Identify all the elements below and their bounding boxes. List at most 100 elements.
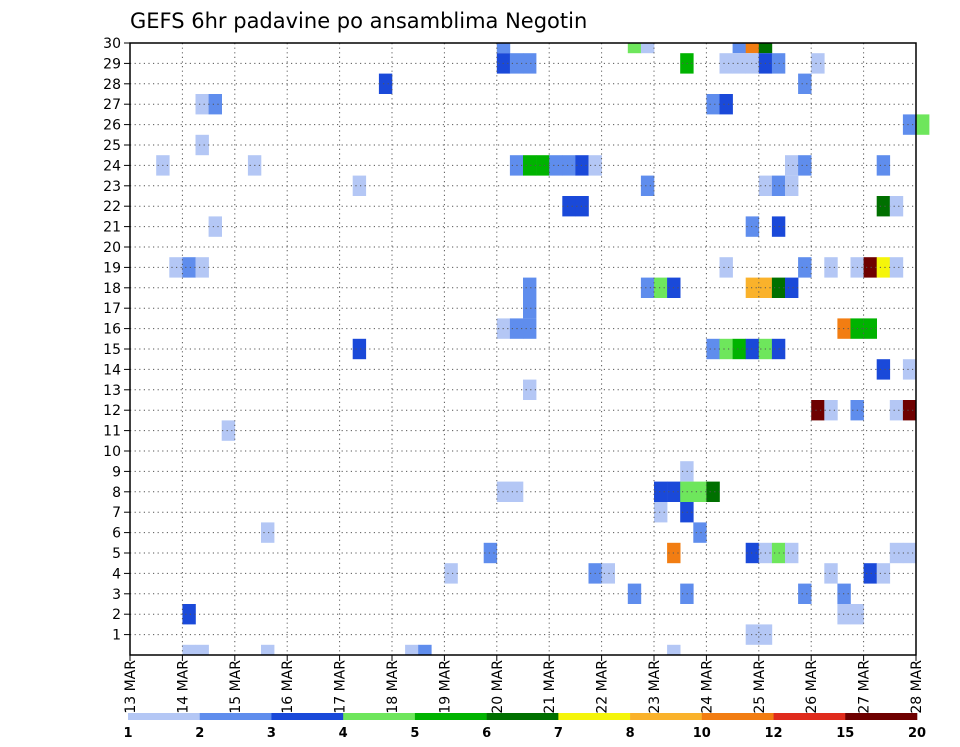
heatmap-cell (719, 94, 733, 115)
heatmap-cell (523, 298, 537, 319)
heatmap-cell (889, 257, 904, 278)
heatmap-cell (798, 73, 812, 94)
legend-label: 20 (908, 726, 926, 741)
heatmap-cell (902, 400, 917, 421)
heatmap-cell (378, 73, 393, 94)
heatmap-cell (745, 277, 760, 298)
heatmap-cell (824, 563, 838, 584)
y-tick-label: 9 (112, 464, 121, 480)
y-tick-label: 25 (103, 138, 121, 154)
y-tick-label: 29 (103, 56, 121, 72)
y-tick-label: 8 (112, 485, 121, 501)
heatmap-cell (889, 542, 904, 564)
heatmap-cell (824, 400, 838, 421)
legend-label: 4 (339, 726, 348, 741)
heatmap-cell (562, 155, 576, 176)
x-tick-label: 19 MAR (437, 660, 453, 714)
y-tick-label: 15 (103, 342, 121, 358)
y-tick-label: 24 (103, 158, 121, 174)
heatmap-cell (693, 481, 707, 502)
y-tick-label: 18 (103, 281, 121, 297)
x-tick-label: 24 MAR (699, 660, 715, 714)
heatmap-cell (876, 563, 891, 584)
y-tick-label: 12 (103, 403, 121, 419)
heatmap-cell (523, 277, 537, 298)
legend-label: 12 (764, 726, 782, 741)
y-tick-label: 1 (112, 628, 121, 644)
x-tick-label: 21 MAR (542, 660, 558, 714)
legend-swatch (630, 713, 703, 720)
x-tick-label: 13 MAR (123, 660, 139, 714)
heatmap-cell (745, 624, 760, 645)
y-tick-label: 7 (112, 505, 121, 521)
heatmap-cell (195, 94, 209, 115)
heatmap-cell (798, 257, 812, 278)
heatmap-cell (706, 94, 720, 115)
heatmap-cell (575, 196, 589, 217)
heatmap-cell (575, 155, 589, 176)
heatmap-cell (706, 338, 720, 360)
legend-swatch (271, 713, 344, 720)
x-tick-label: 25 MAR (752, 660, 768, 714)
x-axis: 13 MAR 14 MAR 15 MAR 16 MAR 17 MAR 18 MAR 19 M… (123, 655, 925, 714)
heatmap-cell (719, 257, 733, 278)
heatmap-cell (732, 53, 746, 74)
heatmap-cell (811, 53, 825, 74)
heatmap-cell (889, 400, 904, 421)
heatmap-cell (732, 43, 746, 54)
heatmap-cell (523, 318, 537, 339)
heatmap-cell (640, 277, 655, 298)
heatmap-cell (221, 420, 236, 441)
x-tick-label: 26 MAR (804, 660, 820, 714)
heatmap-cell (483, 542, 498, 564)
x-tick-label: 22 MAR (595, 660, 611, 714)
y-tick-label: 6 (112, 526, 121, 542)
heatmap-cell (902, 114, 917, 135)
heatmap-cell (195, 257, 209, 278)
heatmap-cell (195, 644, 209, 655)
x-tick-label: 18 MAR (385, 660, 401, 714)
y-tick-label: 10 (103, 444, 121, 460)
y-tick-label: 4 (112, 566, 121, 582)
y-tick-label: 19 (103, 260, 121, 276)
x-tick-label: 27 MAR (857, 660, 873, 714)
heatmap-cell (863, 563, 877, 584)
heatmap-cell (785, 155, 799, 176)
legend-label: 6 (482, 726, 491, 741)
x-tick-label: 17 MAR (333, 660, 349, 714)
heatmap-cell (706, 481, 720, 502)
heatmap-cell (745, 53, 760, 74)
heatmap-cell (418, 644, 432, 655)
heatmap-cell (798, 583, 812, 604)
heatmap-cell (182, 257, 196, 278)
heatmap-cell (654, 502, 668, 523)
heatmap-cell (562, 196, 576, 217)
y-tick-label: 13 (103, 383, 121, 399)
legend-swatch (701, 713, 774, 720)
heatmap-cell (745, 338, 760, 360)
heatmap-cell (876, 155, 891, 176)
heatmap-cell (261, 644, 275, 655)
legend-swatch (845, 713, 918, 720)
heatmap-cell (732, 338, 746, 360)
x-tick-label: 20 MAR (490, 660, 506, 714)
heatmap-cell (785, 175, 799, 196)
legend-swatch (414, 713, 487, 720)
heatmap-cell (654, 481, 668, 502)
heatmap-cell (798, 155, 812, 176)
heatmap-cell (811, 400, 825, 421)
heatmap-cell (745, 216, 760, 237)
heatmap-cell (352, 338, 367, 360)
cells-layer (156, 43, 930, 655)
heatmap-cell (444, 563, 458, 584)
y-tick-label: 27 (103, 97, 121, 113)
heatmap-cell (549, 155, 563, 176)
legend-swatch (558, 713, 631, 720)
legend-label: 3 (267, 726, 276, 741)
heatmap-cell (785, 542, 799, 564)
heatmap-cell (261, 522, 275, 543)
heatmap-cell (640, 175, 655, 196)
legend-label: 5 (410, 726, 419, 741)
heatmap-cell (745, 542, 760, 564)
